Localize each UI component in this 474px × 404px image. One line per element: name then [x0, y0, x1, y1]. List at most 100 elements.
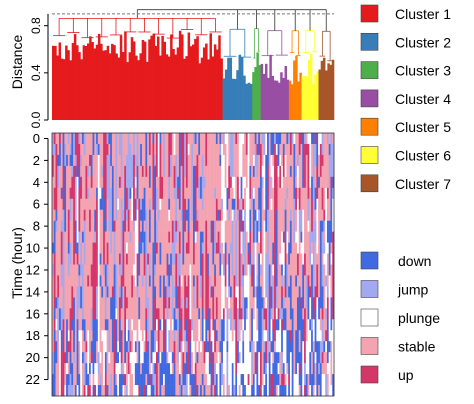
dendrogram-leaf [207, 59, 210, 120]
heatmap-cell [89, 264, 92, 276]
heatmap-cell [99, 253, 102, 265]
heatmap-cell [319, 297, 322, 309]
heatmap-cell [178, 253, 181, 265]
heatmap-cell [289, 308, 292, 320]
heatmap-cell [92, 231, 95, 243]
state-legend-swatch [360, 251, 379, 270]
heatmap-cell [168, 286, 171, 298]
heatmap-cell [247, 198, 250, 210]
heatmap-cell [189, 286, 192, 298]
heatmap-cell [212, 220, 215, 232]
heatmap-cell [267, 319, 270, 331]
heatmap-cell [126, 308, 129, 320]
heatmap-cell [203, 319, 206, 331]
heatmap-cell [247, 330, 250, 342]
cluster-legend-label: Cluster 2 [395, 34, 451, 50]
heatmap-cell [66, 187, 69, 199]
heatmap-cell [196, 253, 199, 265]
heatmap-cell [214, 363, 217, 375]
cluster-legend-swatch [360, 61, 379, 79]
heatmap-cell [191, 286, 194, 298]
heatmap-cell [66, 264, 69, 276]
heatmap-cell [94, 231, 97, 243]
heatmap-cell [247, 220, 250, 232]
heatmap-cell [307, 330, 310, 342]
heatmap-cell [233, 176, 236, 189]
heatmap-cell [168, 242, 171, 254]
heatmap-cell [87, 385, 90, 397]
heatmap-cell [115, 143, 118, 156]
heatmap-cell [261, 143, 264, 156]
heatmap-cell [328, 363, 331, 375]
heatmap-cell [141, 275, 144, 287]
heatmap-cell [74, 363, 77, 375]
heatmap-cell [117, 154, 120, 167]
heatmap-cell [238, 209, 241, 221]
heatmap-cell [307, 165, 310, 178]
heatmap-cell [166, 286, 169, 298]
heatmap-cell [258, 264, 261, 276]
heatmap-cell [326, 143, 329, 156]
heatmap-cell [267, 297, 270, 309]
heatmap-cell [279, 133, 282, 145]
heatmap-cell [300, 264, 303, 276]
heatmap-cell [83, 275, 86, 287]
heatmap-cell [138, 385, 141, 397]
heatmap-cell [145, 363, 148, 375]
heatmap-cell [161, 176, 164, 189]
heatmap-cell [215, 242, 218, 254]
heatmap-cell [233, 330, 236, 342]
heatmap-cell [252, 176, 255, 189]
heatmap-cell [318, 198, 321, 210]
heatmap-cell [277, 220, 280, 232]
heatmap-cell [83, 319, 86, 331]
heatmap-cell [252, 209, 255, 221]
heatmap-cell [173, 286, 176, 298]
heatmap-cell [196, 374, 199, 386]
heatmap-cell [131, 297, 134, 309]
heatmap-cell [228, 143, 231, 156]
heatmap-cell [212, 176, 215, 189]
heatmap-cell [73, 143, 76, 156]
heatmap-cell [193, 308, 196, 320]
heatmap-cell [319, 198, 322, 210]
heatmap-cell [265, 330, 268, 342]
heatmap-cell [136, 198, 139, 210]
heatmap-cell [127, 187, 130, 199]
heatmap-cell [171, 352, 174, 364]
heatmap-cell [110, 363, 113, 375]
heatmap-cell [71, 165, 74, 178]
heatmap-cell [214, 286, 217, 298]
heatmap-cell [245, 286, 248, 298]
heatmap-cell [231, 264, 234, 276]
heatmap-cell [208, 176, 211, 189]
heatmap-cell [113, 231, 116, 243]
heatmap-cell [177, 330, 180, 342]
heatmap-cell [221, 330, 224, 342]
heatmap-cell [284, 220, 287, 232]
heatmap-cell [129, 352, 132, 364]
dendrogram-leaf [275, 80, 279, 120]
heatmap-cell [159, 330, 162, 342]
heatmap-cell [177, 286, 180, 298]
heatmap-cell [224, 133, 227, 145]
heatmap-cell [53, 352, 56, 364]
heatmap-cell [73, 253, 76, 265]
heatmap-cell [237, 385, 240, 397]
heatmap-cell [92, 363, 95, 375]
heatmap-cell [113, 341, 116, 353]
heatmap-cell [221, 133, 224, 145]
heatmap-cell [321, 154, 324, 167]
heatmap-cell [74, 319, 77, 331]
heatmap-cell [175, 198, 178, 210]
heatmap-cell [94, 297, 97, 309]
dendrogram-leaf [234, 78, 237, 120]
heatmap-cell [76, 275, 79, 287]
heatmap-cell [124, 176, 127, 189]
heatmap-cell [205, 363, 208, 375]
heatmap-cell [270, 275, 273, 287]
heatmap-cell [57, 363, 60, 375]
heatmap-cell [230, 330, 233, 342]
heatmap-cell [200, 374, 203, 386]
